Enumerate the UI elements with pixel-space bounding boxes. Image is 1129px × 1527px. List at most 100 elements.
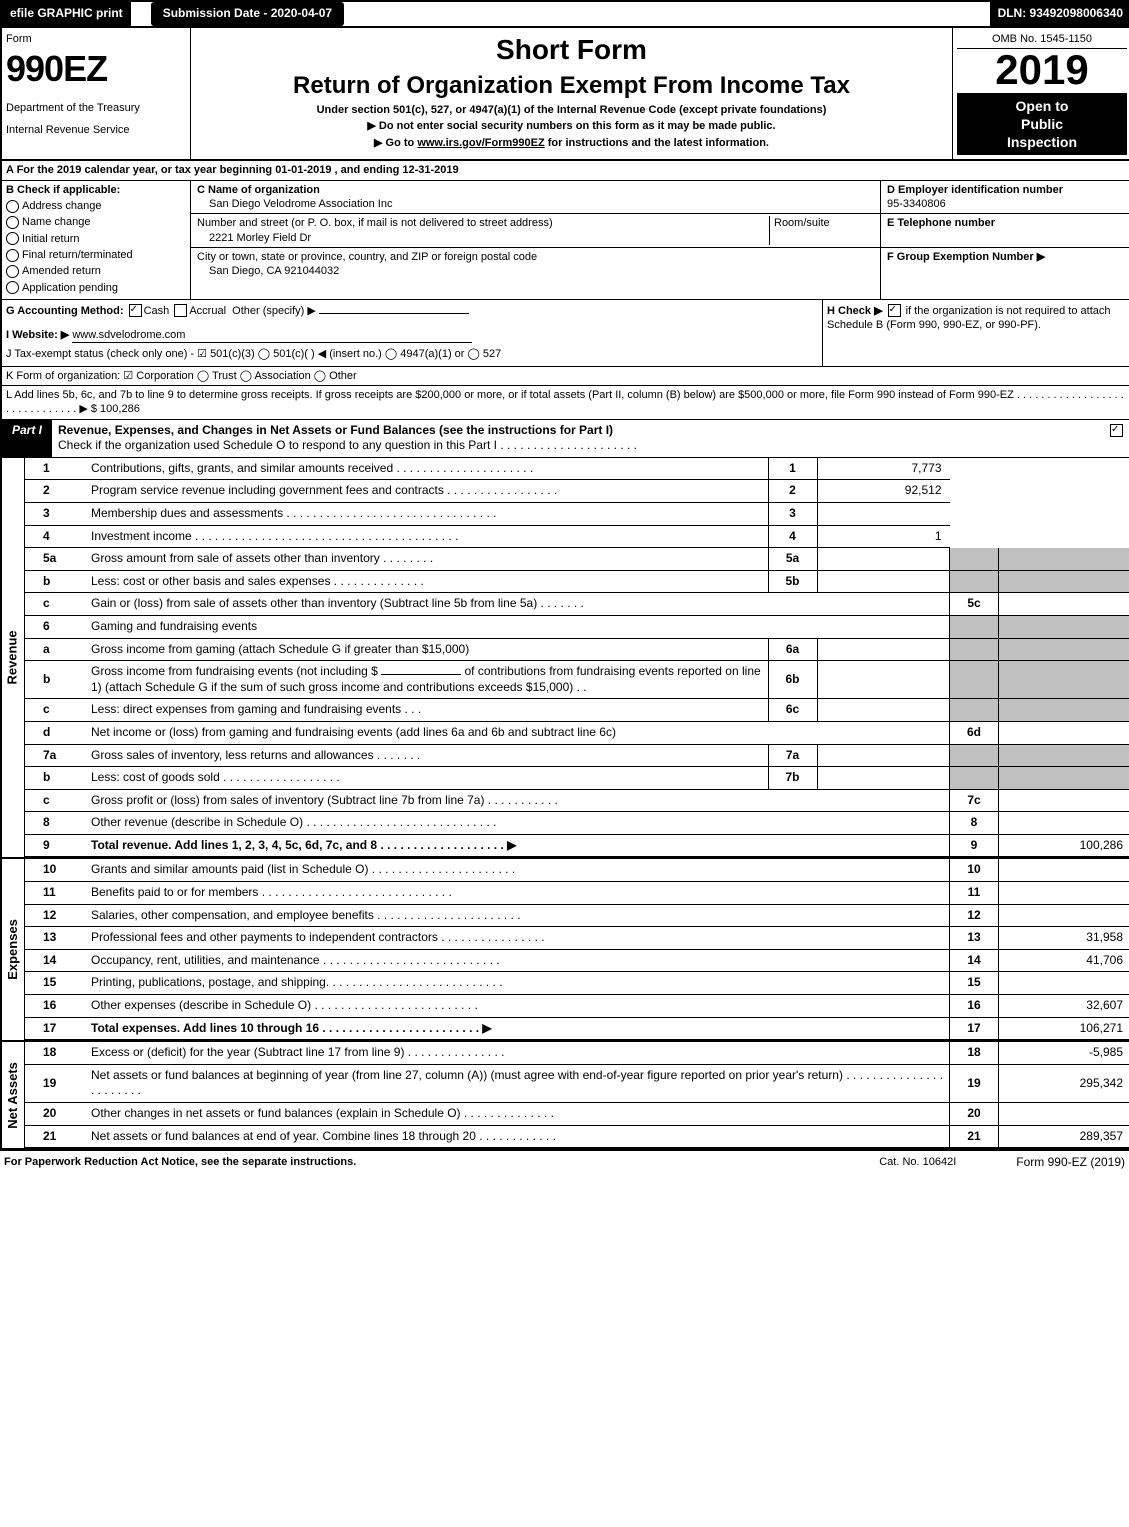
street-label: Number and street (or P. O. box, if mail…: [197, 216, 769, 230]
line-11: 11Benefits paid to or for members . . . …: [25, 882, 1129, 905]
lb: 8: [950, 812, 999, 835]
lv: [999, 882, 1129, 905]
topbar: efile GRAPHIC print Submission Date - 20…: [2, 2, 1129, 28]
ln: 3: [25, 502, 87, 525]
open-public-badge: Open to Public Inspection: [957, 93, 1127, 156]
lv: 7,773: [817, 458, 950, 480]
ld: Contributions, gifts, grants, and simila…: [87, 458, 768, 480]
sv: [817, 638, 950, 661]
form-label: Form: [6, 32, 186, 46]
part1-checkbox[interactable]: [1102, 420, 1129, 457]
footer-catno: Cat. No. 10642I: [879, 1155, 956, 1171]
line-10: 10Grants and similar amounts paid (list …: [25, 859, 1129, 881]
lv: [999, 638, 1129, 661]
lv: 295,342: [999, 1064, 1129, 1102]
ln: 2: [25, 480, 87, 503]
dept-treasury: Department of the Treasury: [6, 101, 186, 115]
form-container: efile GRAPHIC print Submission Date - 20…: [0, 0, 1129, 1150]
ln: 15: [25, 972, 87, 995]
chk-label: Amended return: [22, 265, 101, 277]
page-footer: For Paperwork Reduction Act Notice, see …: [0, 1150, 1129, 1175]
chk-label: Address change: [22, 200, 102, 212]
ld: Other expenses (describe in Schedule O) …: [87, 995, 950, 1018]
sv: [817, 744, 950, 767]
part1-header: Part I Revenue, Expenses, and Changes in…: [2, 420, 1129, 458]
lv: [999, 904, 1129, 927]
sn: 5a: [768, 548, 817, 571]
lv: 41,706: [999, 949, 1129, 972]
lb: [950, 570, 999, 593]
form-number: 990EZ: [6, 46, 186, 93]
ln: 5a: [25, 548, 87, 571]
chk-final-return[interactable]: Final return/terminated: [6, 248, 186, 262]
ln: 14: [25, 949, 87, 972]
ln: 9: [25, 834, 87, 857]
street-row: Number and street (or P. O. box, if mail…: [191, 214, 880, 248]
website-value: www.sdvelodrome.com: [72, 328, 472, 343]
row-k: K Form of organization: ☑ Corporation ◯ …: [2, 367, 1129, 386]
chk-initial-return[interactable]: Initial return: [6, 232, 186, 246]
lv: [999, 789, 1129, 812]
sv: [817, 661, 950, 699]
ln: d: [25, 721, 87, 744]
ln: b: [25, 570, 87, 593]
lv: -5,985: [999, 1042, 1129, 1064]
ldt1: Gross income from fundraising events (no…: [91, 664, 378, 678]
ld: Net assets or fund balances at beginning…: [87, 1064, 950, 1102]
sn: 7b: [768, 767, 817, 790]
chk-schedule-b[interactable]: [888, 304, 901, 317]
circle-icon: [6, 281, 19, 294]
lv: [999, 570, 1129, 593]
ld: Less: cost of goods sold . . . . . . . .…: [87, 767, 768, 790]
topbar-spacer: [344, 2, 989, 26]
ld: Gaming and fundraising events: [87, 615, 950, 638]
chk-accrual[interactable]: [174, 304, 187, 317]
sv: [817, 548, 950, 571]
line-7b: bLess: cost of goods sold . . . . . . . …: [25, 767, 1129, 790]
line-6a: aGross income from gaming (attach Schedu…: [25, 638, 1129, 661]
telephone-label: E Telephone number: [887, 216, 1125, 230]
ln: b: [25, 661, 87, 699]
lb: 19: [950, 1064, 999, 1102]
section-b-title: B Check if applicable:: [6, 183, 186, 197]
fundraising-amount-input[interactable]: [381, 674, 461, 675]
row-a-tax-year: A For the 2019 calendar year, or tax yea…: [2, 161, 1129, 180]
chk-label: Application pending: [22, 282, 118, 294]
subtitle-goto: ▶ Go to www.irs.gov/Form990EZ for instru…: [201, 136, 942, 150]
efile-print-button[interactable]: efile GRAPHIC print: [2, 2, 131, 26]
chk-amended-return[interactable]: Amended return: [6, 264, 186, 278]
netassets-section: Net Assets 18Excess or (deficit) for the…: [2, 1040, 1129, 1148]
open-public-3: Inspection: [961, 133, 1123, 151]
lb: 7c: [950, 789, 999, 812]
ld: Net income or (loss) from gaming and fun…: [87, 721, 950, 744]
irs-link[interactable]: www.irs.gov/Form990EZ: [417, 137, 544, 149]
chk-application-pending[interactable]: Application pending: [6, 281, 186, 295]
subtitle-ssn-warning: ▶ Do not enter social security numbers o…: [201, 119, 942, 133]
chk-address-change[interactable]: Address change: [6, 199, 186, 213]
chk-cash[interactable]: [129, 304, 142, 317]
g-other-input[interactable]: [319, 313, 469, 314]
lb: [950, 699, 999, 722]
check-icon: [1110, 424, 1123, 437]
sn: 6a: [768, 638, 817, 661]
lb: 10: [950, 859, 999, 881]
part1-check-text: Check if the organization used Schedule …: [58, 438, 637, 452]
ld: Gain or (loss) from sale of assets other…: [87, 593, 950, 616]
chk-name-change[interactable]: Name change: [6, 215, 186, 229]
ld: Gross income from fundraising events (no…: [87, 661, 768, 699]
h-label: H Check ▶: [827, 305, 886, 317]
ld: Net assets or fund balances at end of ye…: [87, 1125, 950, 1148]
ld: Total expenses. Add lines 10 through 16 …: [87, 1017, 950, 1040]
revenue-section: Revenue 1Contributions, gifts, grants, a…: [2, 458, 1129, 858]
lb: 9: [950, 834, 999, 857]
circle-icon: [6, 232, 19, 245]
lv: [999, 661, 1129, 699]
revenue-label-text: Revenue: [5, 631, 22, 685]
line-14: 14Occupancy, rent, utilities, and mainte…: [25, 949, 1129, 972]
footer-paperwork: For Paperwork Reduction Act Notice, see …: [4, 1155, 879, 1171]
lb: 12: [950, 904, 999, 927]
lv: [999, 744, 1129, 767]
expenses-label-text: Expenses: [5, 920, 22, 981]
ln: b: [25, 767, 87, 790]
ln: 16: [25, 995, 87, 1018]
